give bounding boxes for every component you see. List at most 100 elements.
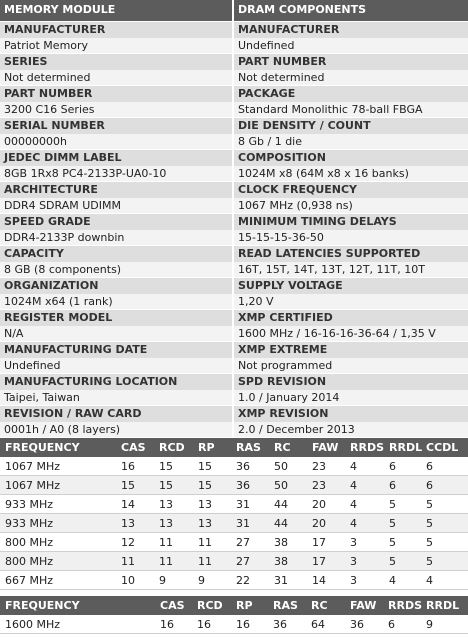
- table-cell: 16: [121, 460, 135, 473]
- table-cell: 44: [274, 517, 288, 530]
- table-cell: 1067 MHz: [5, 460, 61, 473]
- column-header: RC: [311, 599, 328, 612]
- table-cell: 800 MHz: [5, 536, 54, 549]
- field-label: MANUFACTURING LOCATION: [0, 374, 232, 390]
- table-cell: 10: [121, 574, 135, 587]
- field-value: 1024M x8 (64M x8 x 16 banks): [234, 166, 468, 181]
- column-header: RC: [274, 441, 291, 454]
- table-cell: 36: [236, 479, 250, 492]
- table-row: [0, 476, 468, 495]
- field-value: 8 Gb / 1 die: [234, 134, 468, 149]
- table-cell: 14: [121, 498, 135, 511]
- table-cell: 5: [389, 536, 396, 549]
- table-cell: 5: [426, 555, 433, 568]
- column-header: RRDL: [426, 599, 460, 612]
- table-row: [0, 495, 468, 514]
- field-label: SUPPLY VOLTAGE: [234, 278, 468, 294]
- table-cell: 800 MHz: [5, 555, 54, 568]
- table-cell: 3: [350, 555, 357, 568]
- table-cell: 6: [426, 460, 433, 473]
- table-cell: 5: [389, 555, 396, 568]
- field-label: SPEED GRADE: [0, 214, 232, 230]
- table-cell: 3: [350, 536, 357, 549]
- table-cell: 50: [274, 460, 288, 473]
- table-cell: 933 MHz: [5, 517, 54, 530]
- table-cell: 5: [389, 517, 396, 530]
- table-cell: 15: [159, 460, 173, 473]
- table-cell: 15: [121, 479, 135, 492]
- column-header: RRDL: [389, 441, 423, 454]
- table-cell: 11: [159, 555, 173, 568]
- column-header: FREQUENCY: [5, 441, 80, 454]
- field-label: SERIAL NUMBER: [0, 118, 232, 134]
- column-header: RCD: [197, 599, 223, 612]
- table-cell: 6: [389, 460, 396, 473]
- table-cell: 36: [273, 618, 287, 631]
- column-header: RP: [198, 441, 215, 454]
- table-cell: 5: [426, 498, 433, 511]
- table-cell: 15: [198, 479, 212, 492]
- field-label: PART NUMBER: [0, 86, 232, 102]
- table-cell: 667 MHz: [5, 574, 54, 587]
- column-header: CAS: [160, 599, 185, 612]
- field-value: Undefined: [234, 38, 468, 53]
- field-label: XMP REVISION: [234, 406, 468, 422]
- table-row: [0, 533, 468, 552]
- field-value: Standard Monolithic 78-ball FBGA: [234, 102, 468, 117]
- field-label: CAPACITY: [0, 246, 232, 262]
- table-cell: 6: [426, 479, 433, 492]
- field-label: ORGANIZATION: [0, 278, 232, 294]
- table-row: [0, 552, 468, 571]
- table-cell: 64: [311, 618, 325, 631]
- column-header: RAS: [236, 441, 261, 454]
- field-value: 1067 MHz (0,938 ns): [234, 198, 468, 213]
- table-cell: 22: [236, 574, 250, 587]
- column-header: CAS: [121, 441, 146, 454]
- field-value: 8 GB (8 components): [0, 262, 232, 277]
- field-label: MANUFACTURER: [0, 22, 232, 38]
- column-header: RCD: [159, 441, 185, 454]
- field-value: 00000000h: [0, 134, 232, 149]
- field-value: 8GB 1Rx8 PC4-2133P-UA0-10: [0, 166, 232, 181]
- field-value: Undefined: [0, 358, 232, 373]
- field-label: REGISTER MODEL: [0, 310, 232, 326]
- field-value: 3200 C16 Series: [0, 102, 232, 117]
- table-cell: 11: [198, 536, 212, 549]
- table-cell: 20: [312, 498, 326, 511]
- field-value: 16T, 15T, 14T, 13T, 12T, 11T, 10T: [234, 262, 468, 277]
- table-row: [0, 615, 468, 634]
- table-cell: 16: [236, 618, 250, 631]
- table-cell: 1600 MHz: [5, 618, 61, 631]
- table-cell: 15: [198, 460, 212, 473]
- table-header-bg: [0, 596, 468, 615]
- table-cell: 5: [426, 517, 433, 530]
- table-cell: 1067 MHz: [5, 479, 61, 492]
- field-label: MANUFACTURING DATE: [0, 342, 232, 358]
- table-cell: 13: [198, 498, 212, 511]
- table-cell: 17: [312, 555, 326, 568]
- field-label: PACKAGE: [234, 86, 468, 102]
- column-header: RP: [236, 599, 253, 612]
- field-value: Taipei, Taiwan: [0, 390, 232, 405]
- field-value: 0001h / A0 (8 layers): [0, 422, 232, 437]
- field-label: ARCHITECTURE: [0, 182, 232, 198]
- table-cell: 17: [312, 536, 326, 549]
- table-cell: 44: [274, 498, 288, 511]
- column-header: RRDS: [350, 441, 384, 454]
- table-cell: 5: [426, 536, 433, 549]
- table-cell: 16: [197, 618, 211, 631]
- table-cell: 50: [274, 479, 288, 492]
- table-cell: 31: [236, 517, 250, 530]
- table-cell: 23: [312, 460, 326, 473]
- table-cell: 15: [159, 479, 173, 492]
- table-cell: 4: [350, 479, 357, 492]
- table-row: [0, 571, 468, 590]
- table-cell: 13: [198, 517, 212, 530]
- table-cell: 13: [159, 498, 173, 511]
- table-cell: 36: [236, 460, 250, 473]
- field-value: DDR4-2133P downbin: [0, 230, 232, 245]
- table-row: [0, 514, 468, 533]
- field-value: 1.0 / January 2014: [234, 390, 468, 405]
- field-label: XMP EXTREME: [234, 342, 468, 358]
